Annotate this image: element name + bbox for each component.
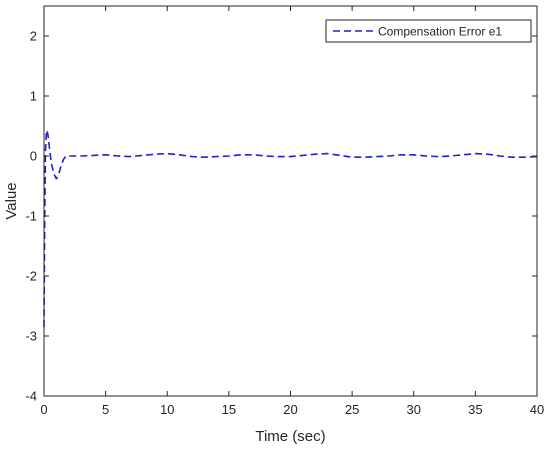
x-tick-label: 30 bbox=[407, 402, 421, 417]
x-axis-label: Time (sec) bbox=[255, 428, 325, 445]
x-tick-label: 35 bbox=[468, 402, 482, 417]
x-tick-label: 15 bbox=[222, 402, 236, 417]
y-tick-label: -2 bbox=[25, 269, 37, 284]
x-tick-label: 25 bbox=[345, 402, 359, 417]
y-tick-label: 1 bbox=[30, 89, 37, 104]
legend: Compensation Error e1 bbox=[325, 19, 532, 43]
y-axis-label: Value bbox=[3, 182, 20, 219]
x-tick-label: 10 bbox=[160, 402, 174, 417]
y-tick-label: -4 bbox=[25, 389, 37, 404]
y-tick-label: -3 bbox=[25, 329, 37, 344]
plot-area bbox=[44, 6, 537, 396]
x-tick-label: 5 bbox=[102, 402, 109, 417]
legend-label: Compensation Error e1 bbox=[378, 25, 502, 39]
series-layer bbox=[43, 129, 538, 328]
axes-layer: 0 5 10 15 20 25 30 35 40 -4 -3 -2 -1 0 1 2 bbox=[25, 5, 544, 417]
legend-box bbox=[325, 19, 532, 43]
x-tick-label: 40 bbox=[530, 402, 544, 417]
y-tick-label: -1 bbox=[25, 209, 37, 224]
y-tick-label: 2 bbox=[30, 29, 37, 44]
x-tick-label: 0 bbox=[40, 402, 47, 417]
series-line-0 bbox=[43, 129, 538, 328]
x-tick-label: 20 bbox=[283, 402, 297, 417]
y-tick-label: 0 bbox=[30, 149, 37, 164]
